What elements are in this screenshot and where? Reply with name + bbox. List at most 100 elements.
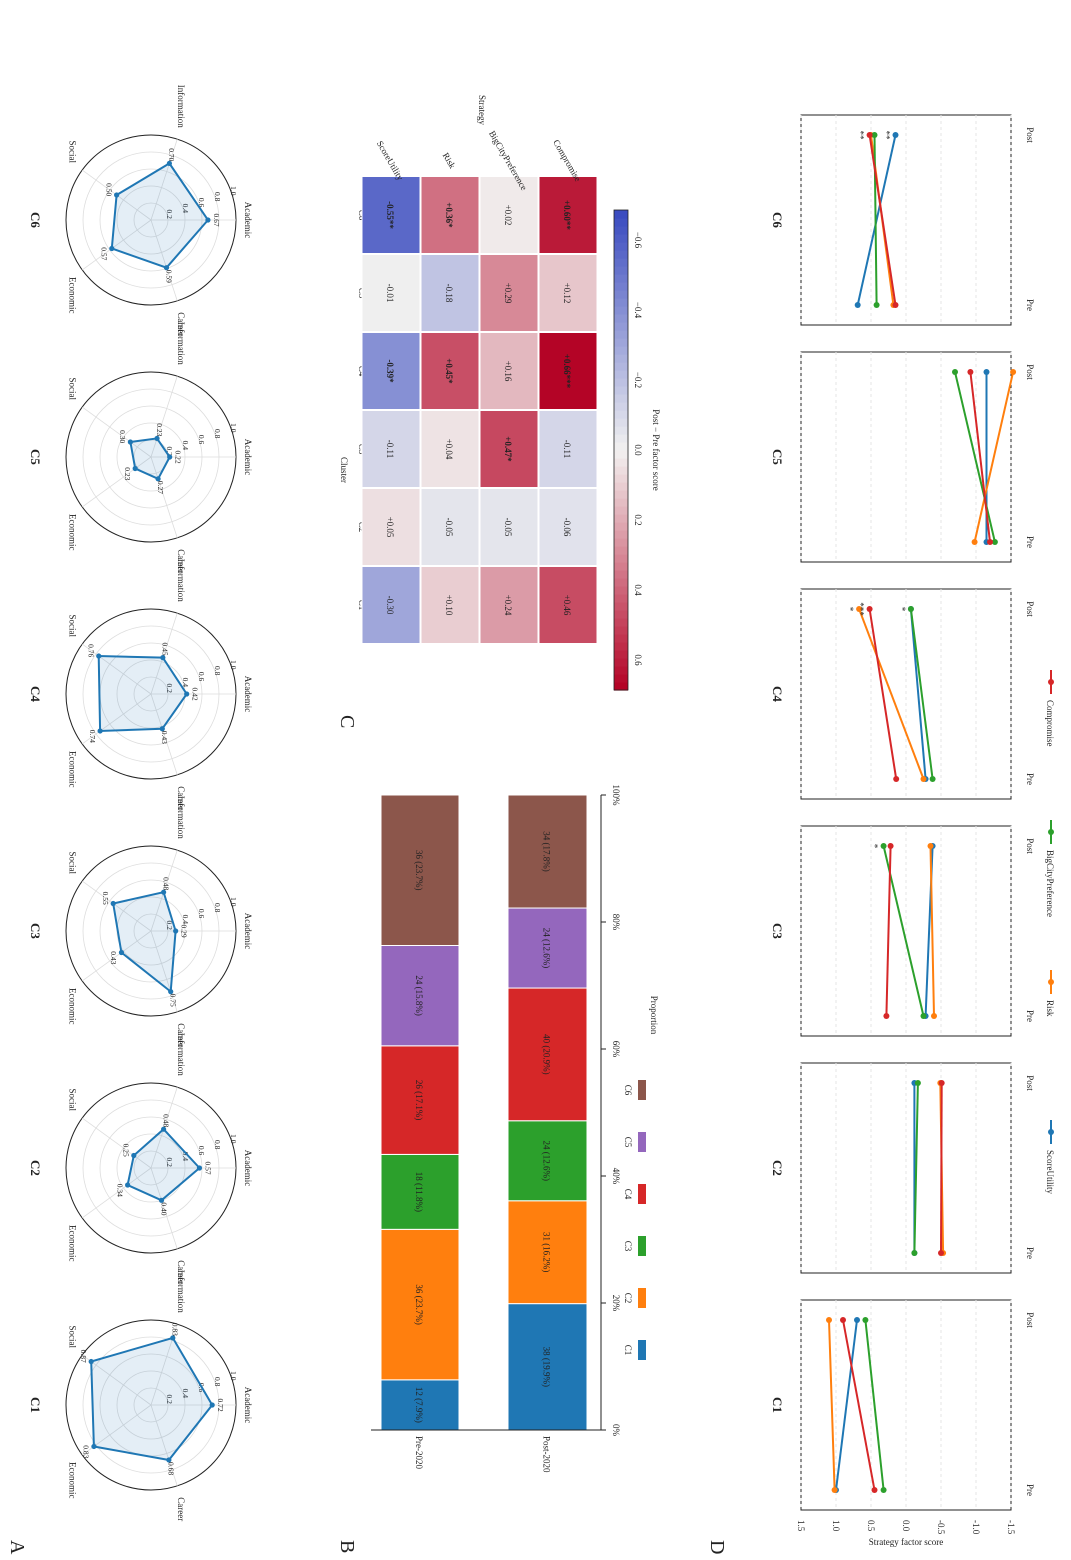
heatmap-cell-label: +0.29 <box>503 283 513 304</box>
bar-value-label: 31 (16.2%) <box>542 1232 552 1273</box>
heatmap-cell <box>538 488 598 566</box>
radar-value-label: 0.83 <box>171 1323 180 1336</box>
radar-ring-tick: 0.4 <box>181 1152 190 1162</box>
line-series-Risk <box>929 845 935 1017</box>
radar-axis-label: Career <box>176 1023 186 1047</box>
radar-point <box>132 465 138 472</box>
radar-point <box>168 989 174 995</box>
radar-point <box>158 1197 165 1203</box>
line-point <box>871 1487 878 1493</box>
bar-value-label: 26 (17.1%) <box>414 1080 424 1121</box>
heatmap-cell-label: -0.11 <box>385 440 395 458</box>
radar-ring-tick: 0.8 <box>213 903 222 913</box>
colorbar-step <box>614 418 628 427</box>
line-subplot-C5: C5 Pre Post <box>770 351 1035 563</box>
radar-polygon <box>112 891 177 994</box>
bar-legend-label: C5 <box>623 1137 633 1148</box>
colorbar-step <box>614 426 628 435</box>
line-subplot-title: C4 <box>770 686 785 702</box>
radar-axis-label: Social <box>68 140 78 163</box>
radar-ring-tick: 0.8 <box>213 1377 222 1387</box>
line-point <box>880 1487 887 1493</box>
heatmap-cell <box>538 566 598 644</box>
bar-segment-C6 <box>507 794 588 909</box>
radar-ring-tick: 1.0 <box>229 186 238 196</box>
colorbar-step <box>614 562 628 571</box>
line-subplot-title: C2 <box>770 1160 785 1176</box>
colorbar-step <box>614 618 628 627</box>
radar-spoke <box>150 456 178 538</box>
line-y-tick-label: 1.5 <box>796 1520 806 1532</box>
heatmap-cell <box>361 176 421 254</box>
radar-C5: C5 Academic Career Economic Social Informatio… <box>28 322 253 573</box>
colorbar-step <box>614 602 628 611</box>
line-y-tick-label: -1.0 <box>971 1520 981 1535</box>
colorbar-step <box>614 458 628 467</box>
bar-value-label: 36 (23.7%) <box>414 1284 424 1325</box>
colorbar-step <box>614 346 628 355</box>
bar-legend-swatch <box>638 1184 646 1204</box>
line-series-BigCityPreference <box>909 608 934 780</box>
radar-point <box>196 1165 203 1171</box>
colorbar-step <box>614 210 628 219</box>
line-x-tick-label: Post <box>1025 127 1035 143</box>
heatmap-cell <box>361 254 421 332</box>
radar-C3: C3 Academic Career Economic Social Informatio… <box>28 796 253 1047</box>
radar-ring-tick: 1.0 <box>229 660 238 670</box>
line-x-tick-label: Post <box>1025 838 1035 854</box>
colorbar-step <box>614 522 628 531</box>
radar-value-label: 0.48 <box>161 1114 170 1127</box>
radar-value-label: 0.23 <box>123 467 132 480</box>
radar-value-label: 0.68 <box>167 1462 176 1475</box>
line-series-BigCityPreference <box>873 134 878 306</box>
radar-title: C5 <box>28 449 43 465</box>
bar-value-label: 24 (12.6%) <box>542 1141 552 1182</box>
line-subplot-title: C5 <box>770 449 785 465</box>
radar-point <box>170 1335 176 1341</box>
line-series-Compromise <box>885 845 892 1017</box>
radar-axis-label: Social <box>68 377 78 400</box>
line-significance-marker: * <box>870 844 880 849</box>
radar-point <box>184 691 190 697</box>
radar-axis-label: Academic <box>243 202 253 238</box>
line-point <box>931 1013 937 1019</box>
colorbar-step <box>614 626 628 635</box>
heatmap-cell-label: +0.02 <box>503 205 513 226</box>
radar-point <box>209 1402 215 1408</box>
radar-point <box>167 454 173 460</box>
line-point <box>911 1250 918 1256</box>
radar-point <box>160 655 166 661</box>
line-point <box>907 606 914 612</box>
radar-spoke <box>81 1167 152 1219</box>
radar-polygon <box>90 1336 214 1462</box>
line-series-Risk <box>828 1319 836 1491</box>
heatmap-y-axis-label: Cluster <box>339 457 349 483</box>
line-point <box>862 1317 869 1323</box>
line-legend-marker <box>1048 979 1054 985</box>
heatmap-x-axis-label: Strategy <box>477 95 487 125</box>
radar-point <box>161 1126 167 1132</box>
line-point <box>871 132 878 138</box>
line-legend-label: Compromise <box>1045 700 1055 747</box>
radar-value-label: 0.23 <box>155 423 164 436</box>
radar-spoke <box>81 456 152 508</box>
radar-C1: C1 Academic Career Economic Social Informatio… <box>28 1270 253 1521</box>
line-series-BigCityPreference <box>913 1082 919 1254</box>
colorbar-step <box>614 274 628 283</box>
line-point <box>971 539 978 545</box>
bar-x-tick-label: 0% <box>611 1424 621 1437</box>
line-point <box>883 1013 890 1019</box>
colorbar-step <box>614 290 628 299</box>
bar-legend-label: C1 <box>623 1345 633 1356</box>
heatmap-cell-label: +0.47* <box>503 436 513 462</box>
radar-axis-label: Social <box>68 851 78 874</box>
line-point <box>826 1317 832 1323</box>
radar-C4: C4 Academic Career Economic Social Informatio… <box>28 559 253 810</box>
heatmap-cell-label: -0.39* <box>385 359 395 383</box>
line-significance-marker: * <box>845 607 855 612</box>
radar-value-label: 0.22 <box>174 450 183 463</box>
radar-point <box>114 192 120 198</box>
bar-value-label: 34 (17.8%) <box>542 831 552 872</box>
colorbar-step <box>614 490 628 499</box>
